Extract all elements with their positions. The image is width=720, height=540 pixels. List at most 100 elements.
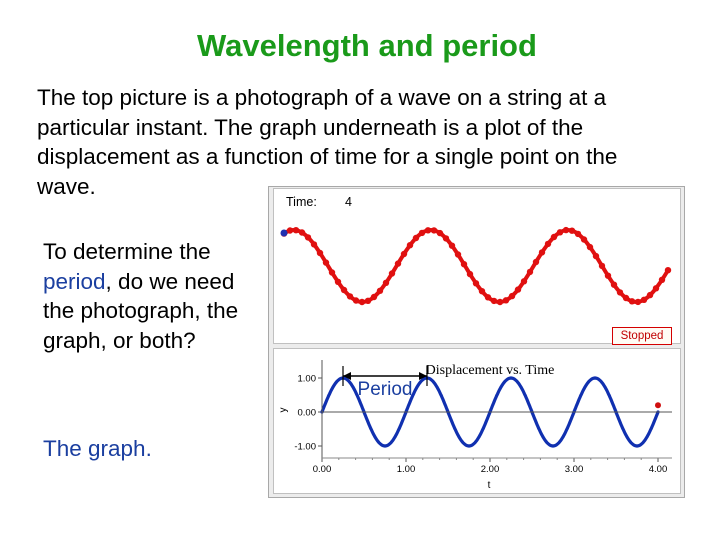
- string-bead: [646, 291, 654, 299]
- string-bead: [358, 298, 366, 306]
- string-bead: [496, 298, 504, 306]
- string-bead: [448, 242, 456, 249]
- string-bead: [412, 234, 420, 242]
- string-bead: [340, 286, 348, 294]
- period-arrowhead-right: [419, 372, 427, 380]
- answer-text: The graph.: [43, 436, 152, 461]
- string-bead: [460, 261, 468, 268]
- string-bead: [466, 270, 474, 278]
- series-point: [383, 444, 387, 448]
- x-tick-label: 4.00: [649, 464, 668, 475]
- y-tick-label: -1.00: [294, 442, 316, 453]
- series-point: [593, 376, 597, 380]
- string-bead: [574, 230, 582, 238]
- string-bead: [388, 270, 396, 277]
- x-axis-label: t: [488, 480, 491, 491]
- x-tick-label: 1.00: [397, 464, 416, 475]
- string-bead: [376, 287, 384, 294]
- string-bead: [418, 229, 426, 237]
- string-bead: [334, 278, 342, 285]
- y-tick-label: 1.00: [298, 374, 317, 385]
- period-keyword: period: [43, 268, 106, 294]
- question-part-1: To determine the: [43, 239, 211, 264]
- string-end-marker: [280, 229, 288, 237]
- string-bead: [616, 289, 624, 296]
- series-point: [635, 444, 639, 448]
- x-tick-label: 0.00: [313, 464, 332, 475]
- period-label: Period: [358, 379, 413, 400]
- string-bead: [652, 285, 660, 292]
- question-part-2: , do we need the photograph, the graph, …: [43, 268, 239, 353]
- time-label: Time:: [286, 195, 317, 209]
- string-bead: [556, 229, 564, 236]
- string-bead: [664, 267, 672, 274]
- string-bead: [484, 294, 492, 301]
- string-bead: [604, 272, 612, 279]
- string-bead: [322, 259, 330, 266]
- string-bead: [538, 249, 546, 256]
- time-value: 4: [345, 195, 352, 209]
- slide-title: Wavelength and period: [197, 28, 537, 63]
- string-bead: [508, 292, 516, 300]
- string-bead: [424, 227, 432, 234]
- series-point: [551, 444, 555, 448]
- string-bead: [364, 297, 372, 304]
- string-bead: [346, 293, 354, 300]
- string-bead: [610, 281, 618, 288]
- string-bead: [442, 235, 450, 242]
- graph-area: [273, 348, 681, 494]
- period-arrowhead-left: [343, 372, 351, 380]
- string-bead: [634, 298, 642, 306]
- y-tick-label: 0.00: [298, 408, 317, 419]
- string-bead: [658, 276, 666, 283]
- string-bead: [382, 279, 390, 286]
- string-bead: [430, 227, 438, 234]
- string-bead: [580, 236, 588, 243]
- string-bead: [526, 268, 534, 276]
- string-bead: [592, 252, 600, 260]
- intro-text: The top picture is a photograph of a wav…: [37, 85, 618, 199]
- string-bead: [406, 242, 414, 249]
- string-bead: [550, 233, 558, 241]
- string-bead: [472, 280, 480, 287]
- current-time-marker: [655, 402, 661, 409]
- string-bead: [316, 249, 324, 257]
- string-bead: [568, 227, 576, 234]
- string-bead: [520, 278, 528, 285]
- displacement-graph: Displacement vs. Time y t 1.000.00-1.00 …: [278, 360, 672, 491]
- string-bead: [532, 258, 540, 266]
- string-bead: [544, 240, 552, 248]
- string-bead: [292, 227, 300, 234]
- string-bead: [514, 286, 522, 293]
- string-bead: [328, 269, 336, 276]
- wave-snapshot-area: [273, 188, 681, 344]
- string-bead: [298, 229, 306, 236]
- string-bead: [502, 297, 510, 304]
- string-bead: [370, 293, 378, 301]
- question-text: To determine the period, do we need the …: [43, 237, 268, 355]
- series-point: [509, 376, 513, 380]
- string-bead: [628, 298, 636, 305]
- string-bead: [400, 250, 408, 258]
- string-bead: [394, 260, 402, 267]
- string-bead: [478, 288, 486, 295]
- stopped-button[interactable]: Stopped: [612, 327, 672, 345]
- string-bead: [490, 297, 498, 305]
- string-bead: [436, 229, 444, 237]
- graph-title: Displacement vs. Time: [426, 363, 555, 378]
- string-bead: [352, 297, 360, 304]
- string-bead: [310, 241, 318, 248]
- string-bead: [286, 227, 294, 234]
- string-bead: [622, 294, 630, 302]
- series-point: [467, 444, 471, 448]
- y-axis-label: y: [278, 408, 289, 413]
- string-bead: [586, 243, 594, 251]
- wave-snapshot: [280, 226, 672, 306]
- string-bead: [598, 262, 606, 270]
- x-tick-label: 3.00: [565, 464, 584, 475]
- string-bead: [304, 234, 312, 241]
- string-bead: [640, 296, 648, 303]
- x-tick-label: 2.00: [481, 464, 500, 475]
- string-bead: [454, 251, 462, 258]
